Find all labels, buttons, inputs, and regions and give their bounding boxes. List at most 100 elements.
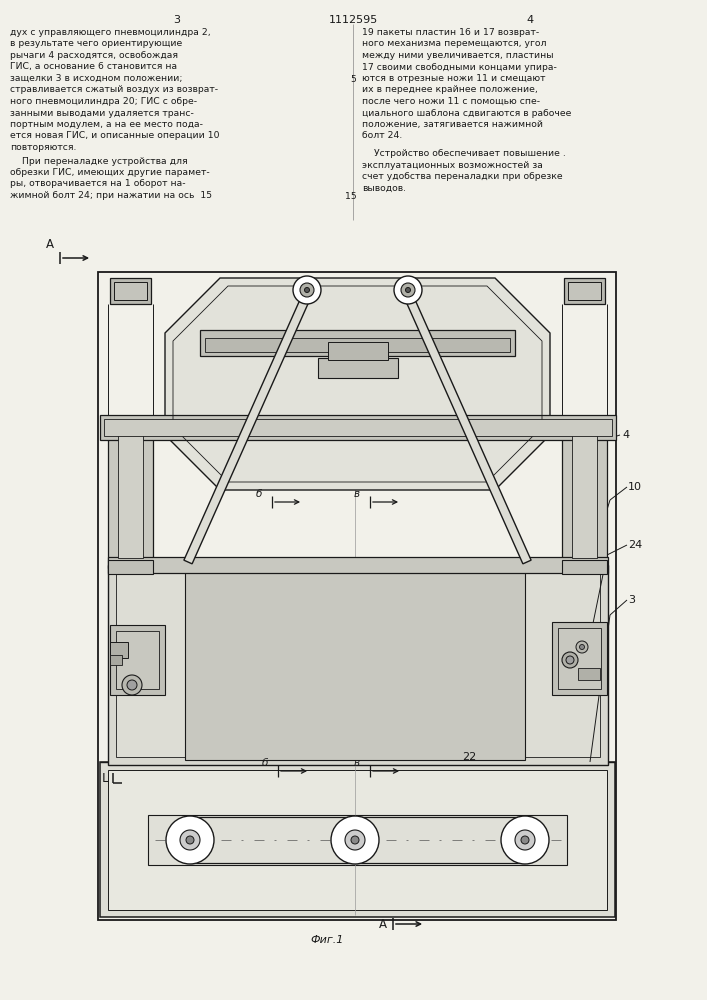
- Text: после чего ножи 11 с помощью спе-: после чего ножи 11 с помощью спе-: [362, 97, 540, 106]
- Bar: [108, 560, 153, 574]
- Bar: [200, 330, 515, 356]
- Bar: [108, 770, 607, 910]
- Text: жимной болт 24; при нажатии на ось  15: жимной болт 24; при нажатии на ось 15: [10, 191, 212, 200]
- Bar: [110, 655, 122, 665]
- Text: 3: 3: [173, 15, 180, 25]
- Circle shape: [406, 288, 411, 292]
- Bar: [205, 338, 510, 352]
- Circle shape: [345, 830, 365, 850]
- Bar: [110, 625, 165, 695]
- Bar: [562, 420, 607, 568]
- Text: 4: 4: [622, 430, 629, 440]
- Text: рычаги 4 расходятся, освобождая: рычаги 4 расходятся, освобождая: [10, 51, 178, 60]
- Circle shape: [180, 830, 200, 850]
- Bar: [562, 560, 607, 574]
- Bar: [98, 272, 616, 920]
- Circle shape: [401, 283, 415, 297]
- Circle shape: [521, 836, 529, 844]
- Circle shape: [580, 645, 585, 650]
- Text: выводов.: выводов.: [362, 184, 406, 192]
- Text: ного механизма перемещаются, угол: ного механизма перемещаются, угол: [362, 39, 547, 48]
- Bar: [318, 358, 398, 378]
- Text: ГИС, а основание 6 становится на: ГИС, а основание 6 становится на: [10, 62, 177, 72]
- Circle shape: [566, 656, 574, 664]
- Bar: [100, 762, 615, 917]
- Circle shape: [562, 652, 578, 668]
- Text: ры, отворачивается на 1 оборот на-: ры, отворачивается на 1 оборот на-: [10, 180, 186, 188]
- Circle shape: [122, 675, 142, 695]
- Bar: [104, 419, 612, 436]
- Bar: [116, 573, 600, 757]
- Text: 4: 4: [527, 15, 534, 25]
- Text: 5: 5: [350, 75, 356, 84]
- Bar: [108, 565, 608, 765]
- Bar: [558, 628, 601, 689]
- Circle shape: [331, 816, 379, 864]
- Text: Фиг.1: Фиг.1: [310, 935, 344, 945]
- Circle shape: [576, 641, 588, 653]
- Circle shape: [300, 283, 314, 297]
- Text: 24: 24: [628, 540, 642, 550]
- Text: 17 своими свободными концами упира-: 17 своими свободными концами упира-: [362, 62, 557, 72]
- Text: При переналадке устройства для: При переналадке устройства для: [10, 156, 187, 165]
- Text: эксплуатационных возможностей за: эксплуатационных возможностей за: [362, 160, 543, 169]
- Bar: [564, 278, 605, 304]
- Text: стравливается сжатый воздух из возврат-: стравливается сжатый воздух из возврат-: [10, 86, 218, 95]
- Circle shape: [293, 276, 321, 304]
- Circle shape: [166, 816, 214, 864]
- Text: ного пневмоцилиндра 20; ГИС с обре-: ного пневмоцилиндра 20; ГИС с обре-: [10, 97, 197, 106]
- Text: в: в: [354, 489, 360, 499]
- Text: защелки 3 в исходном положении;: защелки 3 в исходном положении;: [10, 74, 182, 83]
- Circle shape: [305, 288, 310, 292]
- Circle shape: [186, 836, 194, 844]
- Text: занными выводами удаляется транс-: занными выводами удаляется транс-: [10, 108, 194, 117]
- Bar: [148, 815, 567, 865]
- Text: их в переднее крайнее положение,: их в переднее крайнее положение,: [362, 86, 538, 95]
- Bar: [110, 642, 128, 658]
- Text: 1112595: 1112595: [328, 15, 378, 25]
- Text: Устройство обеспечивает повышение .: Устройство обеспечивает повышение .: [362, 149, 566, 158]
- Text: 10: 10: [628, 482, 642, 492]
- Circle shape: [501, 816, 549, 864]
- Bar: [108, 420, 153, 568]
- Bar: [578, 668, 600, 680]
- Bar: [100, 415, 616, 440]
- Text: ется новая ГИС, и описанные операции 10: ется новая ГИС, и описанные операции 10: [10, 131, 219, 140]
- Text: повторяются.: повторяются.: [10, 143, 76, 152]
- Text: ются в отрезные ножи 11 и смещают: ются в отрезные ножи 11 и смещают: [362, 74, 546, 83]
- Bar: [108, 557, 608, 573]
- Text: в результате чего ориентирующие: в результате чего ориентирующие: [10, 39, 182, 48]
- Bar: [552, 622, 607, 695]
- Circle shape: [515, 830, 535, 850]
- Text: б: б: [262, 758, 268, 768]
- Text: обрезки ГИС, имеющих другие парамет-: обрезки ГИС, имеющих другие парамет-: [10, 168, 210, 177]
- Circle shape: [394, 276, 422, 304]
- Circle shape: [127, 680, 137, 690]
- Text: 15: 15: [345, 192, 357, 201]
- Polygon shape: [165, 278, 550, 490]
- Text: 3: 3: [628, 595, 635, 605]
- Polygon shape: [184, 293, 311, 564]
- Text: положение, затягивается нажимной: положение, затягивается нажимной: [362, 120, 543, 129]
- Bar: [328, 342, 388, 360]
- Text: дух с управляющего пневмоцилиндра 2,: дух с управляющего пневмоцилиндра 2,: [10, 28, 211, 37]
- Bar: [568, 282, 601, 300]
- Text: счет удобства переналадки при обрезке: счет удобства переналадки при обрезке: [362, 172, 563, 181]
- Text: циального шаблона сдвигаются в рабочее: циального шаблона сдвигаются в рабочее: [362, 108, 571, 117]
- Text: б: б: [256, 489, 262, 499]
- Text: A: A: [46, 237, 54, 250]
- Polygon shape: [404, 293, 531, 564]
- Text: между ними увеличивается, пластины: между ними увеличивается, пластины: [362, 51, 554, 60]
- Bar: [110, 278, 151, 304]
- Text: L: L: [102, 772, 109, 785]
- Bar: [116, 631, 159, 689]
- Bar: [114, 282, 147, 300]
- Bar: [118, 430, 143, 558]
- Text: 22: 22: [462, 752, 477, 762]
- Text: в: в: [354, 758, 360, 768]
- Bar: [572, 430, 597, 558]
- Circle shape: [351, 836, 359, 844]
- Bar: [185, 572, 525, 760]
- Text: A: A: [379, 918, 387, 930]
- Text: 19 пакеты пластин 16 и 17 возврат-: 19 пакеты пластин 16 и 17 возврат-: [362, 28, 539, 37]
